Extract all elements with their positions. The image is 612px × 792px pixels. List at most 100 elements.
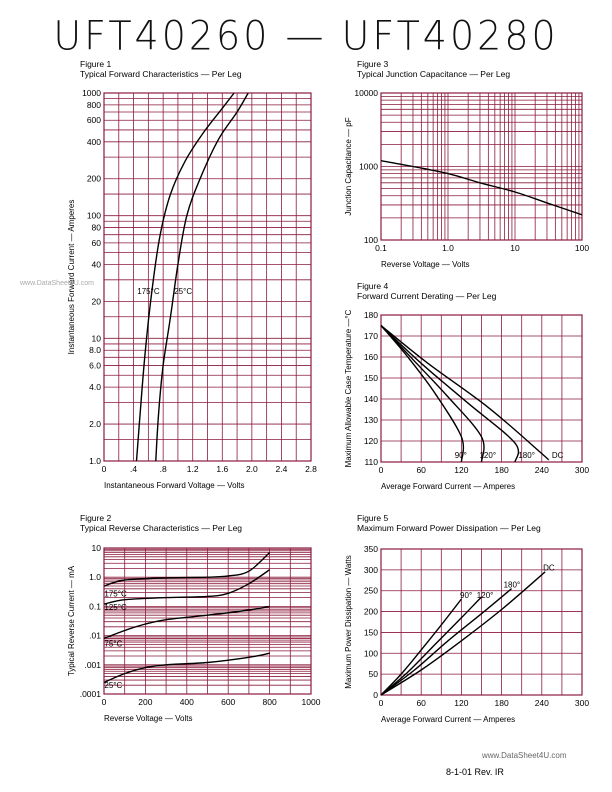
page-title: UFT40260 — UFT40280 [53,12,559,60]
fig1-y-tick-label: 40 [92,259,102,269]
fig5-title: Maximum Forward Power Dissipation — Per … [357,523,541,533]
fig3-y-tick-label: 100 [364,235,378,245]
fig4-series-annotation: 180° [518,451,535,460]
fig5-x-tick-label: 300 [575,698,589,708]
fig2-figure-number: Figure 2 [80,513,111,523]
fig2-y-tick-label: 1.0 [89,572,101,582]
fig4-series-line [380,325,465,463]
fig3-x-tick-label: 1.0 [442,243,454,253]
fig3-figure-number: Figure 3 [357,59,388,69]
footer-url: www.DataSheet4U.com [482,751,567,760]
fig1-y-tick-label: 2.0 [89,419,101,429]
fig5-plot-frame [380,548,583,696]
fig3-x-tick-label: 100 [575,243,589,253]
fig2-series-line [103,551,271,587]
fig3-plot-frame [380,92,583,241]
fig2-y-tick-label: .01 [89,631,101,641]
fig4-series-line [380,325,485,463]
fig4-series-annotation: 120° [479,451,496,460]
fig5-y-tick-label: 150 [364,627,378,637]
fig1-x-axis-label: Instantaneous Forward Voltage — Volts [104,481,245,490]
fig1-series-annotation: 25°C [174,287,192,296]
fig2-series-annotation: 175°C [104,589,127,598]
fig2-x-tick-label: 200 [138,697,152,707]
fig1-series-line [135,92,235,462]
fig5-figure-number: Figure 5 [357,513,388,523]
fig1-y-tick-label: 6.0 [89,361,101,371]
fig5-x-tick-label: 60 [416,698,426,708]
fig4-x-tick-label: 60 [416,465,426,475]
fig2-x-tick-label: 800 [263,697,277,707]
fig1-y-tick-label: 600 [87,115,101,125]
fig5-x-tick-label: 240 [535,698,549,708]
fig4-x-tick-label: 180 [495,465,509,475]
fig4-x-tick-label: 120 [454,465,468,475]
fig2-y-tick-label: .001 [84,660,101,670]
fig2-series-annotation: 125°C [104,603,127,612]
fig2-x-axis-label: Reverse Voltage — Volts [104,714,193,723]
fig5-series-annotation: DC [543,564,555,573]
fig1-y-tick-label: 10 [92,333,102,343]
fig4-y-tick-label: 130 [364,415,378,425]
fig1-y-tick-label: 20 [92,296,102,306]
fig5-series-annotation: 90° [460,591,472,600]
fig2-series-annotation: 25°C [104,681,122,690]
fig5-y-tick-label: 350 [364,544,378,554]
fig2-series-line [103,569,271,605]
fig2-y-tick-label: .0001 [80,689,102,699]
fig1-figure-number: Figure 1 [80,59,111,69]
fig5-series-line [380,571,546,696]
fig4-y-tick-label: 140 [364,394,378,404]
fig1-y-tick-label: 400 [87,137,101,147]
fig5-x-tick-label: 180 [495,698,509,708]
fig1-y-tick-label: 60 [92,238,102,248]
fig1-title: Typical Forward Characteristics — Per Le… [80,69,242,79]
fig5-y-tick-label: 200 [364,607,378,617]
fig5-y-tick-label: 250 [364,586,378,596]
fig4-y-tick-label: 180 [364,310,378,320]
fig1-y-tick-label: 4.0 [89,382,101,392]
fig4-title: Forward Current Derating — Per Leg [357,291,497,301]
fig5-series-line [380,598,462,696]
fig1-y-tick-label: 8.0 [89,345,101,355]
fig4-y-axis-label: Maximum Allowable Case Temperature —°C [344,309,353,467]
fig3-x-tick-label: 10 [510,243,520,253]
fig1-y-tick-label: 1000 [82,88,101,98]
fig3-x-axis-label: Reverse Voltage — Volts [381,260,470,269]
fig5-series-line [380,588,513,696]
fig3-y-axis-label: Junction Capacitance — pF [344,117,353,215]
fig4-series-line [380,324,520,463]
fig1-y-tick-label: 1.0 [89,456,101,466]
fig5-series-annotation: 120° [477,591,494,600]
fig1-plot-frame [103,92,312,462]
fig3-y-tick-label: 10000 [354,88,378,98]
fig4-x-tick-label: 0 [379,465,384,475]
fig4-figure-number: Figure 4 [357,281,388,291]
fig5-series-annotation: 180° [504,580,521,589]
fig2-x-tick-label: 600 [221,697,235,707]
fig2-y-tick-label: 10 [92,543,102,553]
fig5-x-tick-label: 0 [379,698,384,708]
fig1-x-tick-label: 2.8 [305,464,317,474]
fig1-series-annotation: 175°C [137,287,160,296]
fig2-plot-frame [103,547,312,695]
fig5-y-axis-label: Maximum Power Dissipation — Watts [344,555,353,689]
fig5-y-tick-label: 50 [369,669,379,679]
fig4-series-annotation: DC [552,451,564,460]
fig2-series-line [103,605,270,640]
fig3-x-tick-label: 0.1 [375,243,387,253]
fig5-y-tick-label: 100 [364,648,378,658]
fig2-x-tick-label: 1000 [302,697,321,707]
fig1-y-tick-label: 800 [87,100,101,110]
fig1-y-tick-label: 100 [87,211,101,221]
fig3-y-tick-label: 1000 [359,162,378,172]
fig5-x-axis-label: Average Forward Current — Amperes [381,715,515,724]
fig1-y-axis-label: Instantaneous Forward Current — Amperes [67,200,76,355]
fig4-y-tick-label: 160 [364,352,378,362]
fig1-y-tick-label: 80 [92,223,102,233]
fig5-series-line [380,596,482,696]
fig1-x-tick-label: .4 [130,464,137,474]
